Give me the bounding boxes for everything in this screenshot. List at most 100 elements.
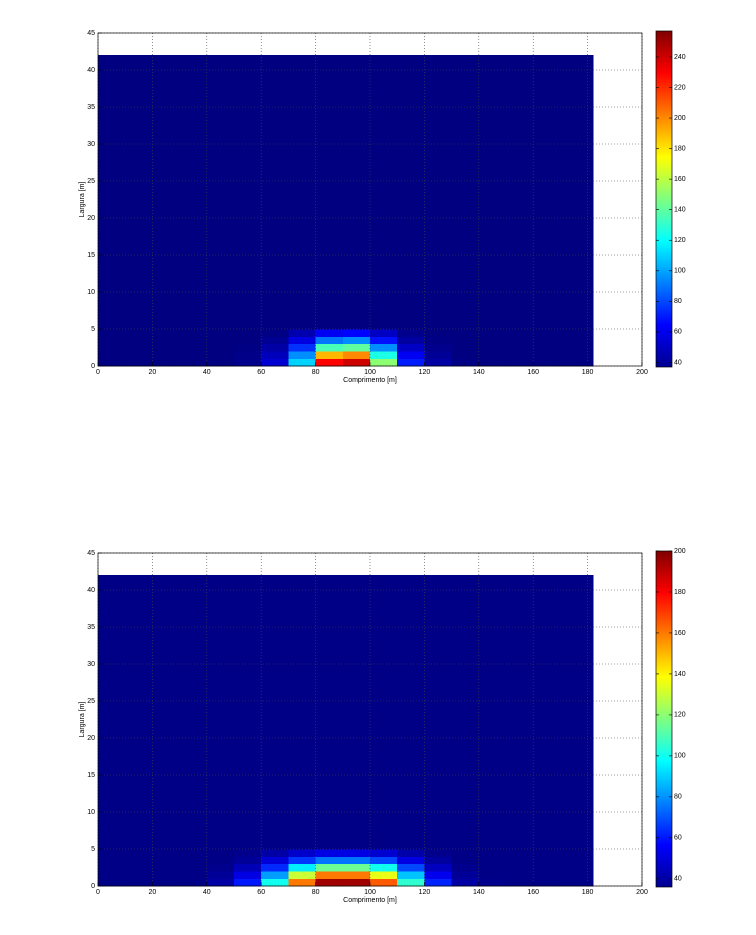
heat-cell bbox=[478, 863, 507, 872]
heat-cell bbox=[98, 55, 126, 330]
heat-cell bbox=[179, 871, 208, 879]
y-tick-label: 20 bbox=[87, 215, 95, 222]
heat-cell bbox=[342, 849, 371, 857]
x-tick-label: 100 bbox=[364, 889, 376, 896]
heat-cell bbox=[478, 878, 507, 887]
heat-cell bbox=[587, 343, 594, 352]
heat-cell bbox=[179, 351, 208, 359]
x-tick-label: 40 bbox=[203, 889, 211, 896]
x-tick-label: 20 bbox=[149, 889, 157, 896]
heat-cell bbox=[506, 856, 534, 865]
heat-cell bbox=[152, 849, 180, 857]
heat-cell bbox=[424, 358, 452, 367]
y-axis-label: Largura [m] bbox=[79, 702, 86, 738]
heat-cell bbox=[342, 863, 371, 872]
x-tick-label: 0 bbox=[96, 369, 100, 376]
heat-cell bbox=[587, 871, 594, 879]
heat-cell bbox=[261, 878, 289, 887]
y-tick-label: 15 bbox=[87, 252, 95, 259]
x-tick-label: 140 bbox=[473, 889, 485, 896]
heat-cell bbox=[179, 336, 208, 345]
heat-cell bbox=[424, 343, 452, 352]
y-tick-label: 10 bbox=[87, 289, 95, 296]
heat-cell bbox=[152, 55, 180, 330]
heat-cell bbox=[397, 856, 425, 865]
heat-cell bbox=[587, 358, 594, 367]
heat-cell bbox=[342, 351, 371, 359]
heat-cell bbox=[397, 336, 425, 345]
heat-cell bbox=[261, 343, 289, 352]
heat-cell bbox=[478, 351, 507, 359]
heat-cell bbox=[587, 336, 594, 345]
heat-cell bbox=[288, 863, 316, 872]
heat-cell bbox=[506, 351, 534, 359]
heat-cell bbox=[234, 329, 262, 337]
heat-cell bbox=[370, 863, 398, 872]
heat-cell bbox=[424, 863, 452, 872]
heat-cell bbox=[261, 351, 289, 359]
colorbar-tick-label: 140 bbox=[674, 671, 686, 678]
heat-cell bbox=[560, 55, 588, 330]
heat-cell bbox=[560, 856, 588, 865]
heat-cell bbox=[206, 329, 235, 337]
heat-cell bbox=[370, 856, 398, 865]
axes-box bbox=[97, 32, 643, 367]
heat-cell bbox=[533, 351, 561, 359]
heat-cell bbox=[98, 575, 126, 850]
heat-cell bbox=[370, 343, 398, 352]
heat-cell bbox=[179, 878, 208, 887]
y-tick-label: 0 bbox=[91, 363, 95, 370]
heat-cell bbox=[533, 329, 561, 337]
heat-cell bbox=[451, 878, 480, 887]
heat-cell bbox=[506, 878, 534, 887]
x-tick-label: 120 bbox=[419, 369, 431, 376]
heat-cell bbox=[560, 358, 588, 367]
heat-cell bbox=[451, 329, 480, 337]
x-tick-label: 80 bbox=[312, 889, 320, 896]
heat-cell bbox=[342, 856, 371, 865]
heat-cell bbox=[234, 871, 262, 879]
heat-cell bbox=[234, 856, 262, 865]
colorbar-tick-label: 220 bbox=[674, 84, 686, 91]
colorbar-tick-label: 80 bbox=[674, 298, 682, 305]
heat-cell bbox=[206, 863, 235, 872]
heat-cell bbox=[98, 343, 126, 352]
heat-cell bbox=[125, 351, 153, 359]
x-tick-label: 60 bbox=[257, 369, 265, 376]
chart: 0 20 40 60 80 100 120 140 160 180 200 0 5 10 15 20 25 30 3… bbox=[79, 548, 686, 904]
heat-cell bbox=[533, 856, 561, 865]
colorbar-tick-label: 80 bbox=[674, 794, 682, 801]
heat-cell bbox=[125, 575, 153, 850]
heat-cell bbox=[533, 358, 561, 367]
heat-cell bbox=[587, 878, 594, 887]
heat-cell bbox=[261, 55, 289, 330]
y-tick-label: 45 bbox=[87, 30, 95, 37]
heat-cell bbox=[206, 336, 235, 345]
heat-cell bbox=[451, 358, 480, 367]
x-tick-label: 20 bbox=[149, 369, 157, 376]
heat-cell bbox=[261, 575, 289, 850]
heat-cell bbox=[397, 343, 425, 352]
heat-cell bbox=[179, 343, 208, 352]
heat-cell bbox=[478, 358, 507, 367]
heat-cell bbox=[451, 856, 480, 865]
heat-cell bbox=[206, 856, 235, 865]
heat-cell bbox=[506, 863, 534, 872]
heat-cell bbox=[288, 849, 316, 857]
heat-cell bbox=[506, 358, 534, 367]
heat-cell bbox=[152, 351, 180, 359]
heat-cell bbox=[533, 55, 561, 330]
heat-cell bbox=[424, 329, 452, 337]
heat-cell bbox=[478, 849, 507, 857]
heat-cell bbox=[451, 849, 480, 857]
heat-cell bbox=[234, 358, 262, 367]
x-tick-label: 140 bbox=[473, 369, 485, 376]
heat-cell bbox=[560, 575, 588, 850]
heat-cell bbox=[315, 351, 344, 359]
heat-cell bbox=[397, 863, 425, 872]
heat-cell bbox=[206, 55, 235, 330]
heat-cell bbox=[560, 863, 588, 872]
heat-cell bbox=[179, 863, 208, 872]
heat-cell bbox=[234, 849, 262, 857]
heat-cell bbox=[234, 55, 262, 330]
